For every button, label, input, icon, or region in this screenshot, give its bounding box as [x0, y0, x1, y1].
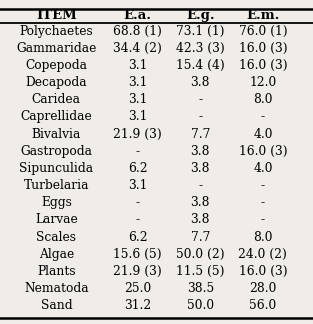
Text: 3.1: 3.1 [128, 76, 147, 89]
Text: 3.8: 3.8 [191, 145, 210, 158]
Text: 16.0 (3): 16.0 (3) [239, 42, 287, 55]
Text: Copepoda: Copepoda [25, 59, 87, 72]
Text: 68.8 (1): 68.8 (1) [113, 25, 162, 38]
Text: 3.8: 3.8 [191, 162, 210, 175]
Text: 25.0: 25.0 [124, 282, 151, 295]
Text: 3.8: 3.8 [191, 196, 210, 209]
Text: Caridea: Caridea [32, 93, 81, 106]
Text: -: - [198, 110, 203, 123]
Text: Turbelaria: Turbelaria [23, 179, 89, 192]
Text: Gastropoda: Gastropoda [20, 145, 92, 158]
Text: 50.0 (2): 50.0 (2) [176, 248, 225, 261]
Text: 3.8: 3.8 [191, 214, 210, 226]
Text: 8.0: 8.0 [253, 231, 273, 244]
Text: -: - [198, 93, 203, 106]
Text: -: - [198, 179, 203, 192]
Text: 3.1: 3.1 [128, 59, 147, 72]
Text: 21.9 (3): 21.9 (3) [113, 265, 162, 278]
Text: 7.7: 7.7 [191, 128, 210, 141]
Text: -: - [261, 196, 265, 209]
Text: 3.1: 3.1 [128, 179, 147, 192]
Text: 6.2: 6.2 [128, 231, 147, 244]
Text: -: - [261, 179, 265, 192]
Text: Gammaridae: Gammaridae [16, 42, 96, 55]
Text: -: - [136, 196, 140, 209]
Text: 4.0: 4.0 [253, 128, 273, 141]
Text: 31.2: 31.2 [124, 299, 151, 312]
Text: 15.4 (4): 15.4 (4) [176, 59, 225, 72]
Text: -: - [261, 214, 265, 226]
Text: 8.0: 8.0 [253, 93, 273, 106]
Text: Sand: Sand [40, 299, 72, 312]
Text: 38.5: 38.5 [187, 282, 214, 295]
Text: 16.0 (3): 16.0 (3) [239, 265, 287, 278]
Text: -: - [136, 214, 140, 226]
Text: 3.1: 3.1 [128, 93, 147, 106]
Text: 6.2: 6.2 [128, 162, 147, 175]
Text: 12.0: 12.0 [249, 76, 277, 89]
Text: 7.7: 7.7 [191, 231, 210, 244]
Text: Algae: Algae [39, 248, 74, 261]
Text: Plants: Plants [37, 265, 76, 278]
Text: Nematoda: Nematoda [24, 282, 89, 295]
Text: 11.5 (5): 11.5 (5) [176, 265, 224, 278]
Text: 50.0: 50.0 [187, 299, 214, 312]
Text: Eggs: Eggs [41, 196, 72, 209]
Text: E.a.: E.a. [124, 9, 152, 22]
Text: 3.8: 3.8 [191, 76, 210, 89]
Text: 28.0: 28.0 [249, 282, 277, 295]
Text: 16.0 (3): 16.0 (3) [239, 145, 287, 158]
Text: 56.0: 56.0 [249, 299, 277, 312]
Text: 15.6 (5): 15.6 (5) [113, 248, 162, 261]
Text: Larvae: Larvae [35, 214, 78, 226]
Text: Bivalvia: Bivalvia [32, 128, 81, 141]
Text: E.g.: E.g. [186, 9, 215, 22]
Text: 42.3 (3): 42.3 (3) [176, 42, 225, 55]
Text: Sipunculida: Sipunculida [19, 162, 93, 175]
Text: 21.9 (3): 21.9 (3) [113, 128, 162, 141]
Text: Caprellidae: Caprellidae [20, 110, 92, 123]
Text: ITEM: ITEM [36, 9, 77, 22]
Text: 4.0: 4.0 [253, 162, 273, 175]
Text: 34.4 (2): 34.4 (2) [113, 42, 162, 55]
Text: 3.1: 3.1 [128, 110, 147, 123]
Text: 16.0 (3): 16.0 (3) [239, 59, 287, 72]
Text: E.m.: E.m. [246, 9, 280, 22]
Text: 76.0 (1): 76.0 (1) [239, 25, 287, 38]
Text: -: - [261, 110, 265, 123]
Text: -: - [136, 145, 140, 158]
Text: Polychaetes: Polychaetes [19, 25, 93, 38]
Text: Scales: Scales [36, 231, 76, 244]
Text: Decapoda: Decapoda [26, 76, 87, 89]
Text: 73.1 (1): 73.1 (1) [176, 25, 224, 38]
Text: 24.0 (2): 24.0 (2) [239, 248, 287, 261]
